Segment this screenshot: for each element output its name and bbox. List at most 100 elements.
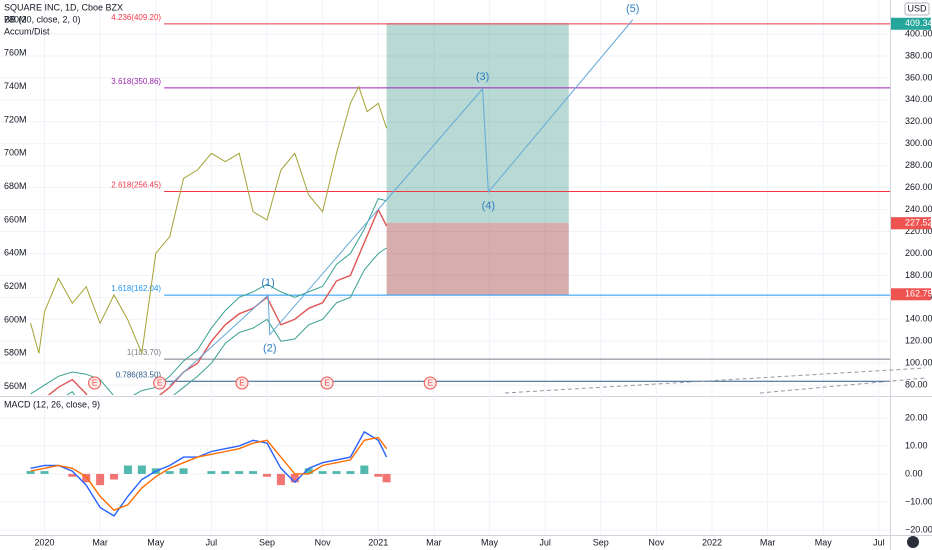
y-tick-label: 180.00: [905, 270, 932, 280]
price-tag-label: 227.52: [905, 218, 932, 228]
series-line: [66, 247, 387, 395]
y-tick-label: 300.00: [905, 138, 932, 148]
series-line: [30, 85, 388, 356]
macd-histogram-bar: [110, 473, 119, 480]
wave-label: (2): [263, 343, 276, 355]
y2-tick-label: 680M: [4, 181, 27, 191]
y2-tick-label: 780M: [4, 14, 27, 24]
earnings-label: E: [428, 379, 433, 388]
y-tick-label: −10.00: [905, 496, 932, 506]
y2-tick-label: 580M: [4, 348, 27, 358]
y2-tick-label: 700M: [4, 148, 27, 158]
y-tick-label: −20.00: [905, 524, 932, 534]
elliott-wave: [169, 19, 634, 386]
x-tick-label: May: [147, 537, 165, 547]
x-tick-label: May: [481, 537, 499, 547]
earnings-label: E: [239, 379, 244, 388]
series-line: [47, 207, 388, 395]
earnings-marker: [153, 376, 167, 390]
fib-label: 3.618(350.86): [111, 77, 161, 86]
y-tick-label: 220.00: [905, 226, 932, 236]
macd-histogram-bar: [82, 473, 91, 483]
ad-label: Accum/Dist: [4, 26, 50, 36]
y2-tick-label: 720M: [4, 114, 27, 124]
y2-tick-label: 560M: [4, 381, 27, 391]
macd-histogram-bar: [26, 471, 35, 474]
y-tick-label: 120.00: [905, 336, 932, 346]
price-tag: [891, 217, 931, 230]
macd-histogram-bar: [137, 465, 146, 474]
macd-histogram-bar: [221, 471, 230, 474]
x-tick-label: Jul: [206, 537, 218, 547]
currency-box: [904, 2, 930, 16]
earnings-label: E: [157, 379, 162, 388]
wave-label: (1): [261, 277, 274, 289]
earnings-label: E: [324, 379, 329, 388]
x-tick-label: Mar: [92, 537, 108, 547]
y-tick-label: 20.00: [905, 412, 928, 422]
macd-histogram-bar: [382, 473, 391, 483]
series-line: [30, 198, 387, 395]
macd-title: MACD (12, 26, close, 9): [4, 399, 100, 409]
y-tick-label: 380.00: [905, 50, 932, 60]
y-tick-label: 360.00: [905, 72, 932, 82]
macd-histogram-bar: [165, 471, 174, 474]
macd-histogram-bar: [207, 471, 216, 474]
earnings-marker: [88, 376, 102, 390]
earnings-marker: [320, 376, 334, 390]
macd-histogram-bar: [249, 471, 258, 474]
macd-histogram-bar: [179, 468, 188, 474]
earnings-marker: [235, 376, 249, 390]
x-tick-label: Sep: [259, 537, 275, 547]
x-tick-label: 2020: [34, 537, 54, 547]
y-tick-label: 140.00: [905, 314, 932, 324]
fib-label: 1.618(162.04): [111, 284, 161, 293]
macd-line: [30, 436, 388, 512]
position-target: [386, 23, 569, 223]
macd-histogram-bar: [360, 465, 369, 474]
x-tick-label: Mar: [426, 537, 442, 547]
trend-dashes: [504, 367, 926, 394]
fib-label: 4.236(409.20): [111, 13, 161, 22]
earnings-marker: [423, 376, 437, 390]
macd-histogram-bar: [96, 473, 105, 486]
fib-label: 1(103.70): [127, 348, 162, 357]
x-tick-label: Sep: [593, 537, 609, 547]
macd-histogram-bar: [318, 471, 327, 474]
y-tick-label: 400.00: [905, 28, 932, 38]
wave-label: (5): [626, 3, 639, 15]
y-tick-label: 260.00: [905, 182, 932, 192]
currency: USD: [907, 3, 927, 13]
wave-label: (3): [476, 71, 489, 83]
position-stop: [386, 222, 569, 296]
x-tick-label: 2021: [368, 537, 388, 547]
macd-histogram-bar: [290, 473, 299, 483]
x-tick-label: Jul: [539, 537, 551, 547]
y2-tick-label: 760M: [4, 48, 27, 58]
y-tick-label: 0.00: [905, 468, 923, 478]
macd-histogram-bar: [40, 471, 49, 474]
x-tick-label: Mar: [760, 537, 776, 547]
macd-histogram-bar: [68, 473, 77, 477]
y2-tick-label: 620M: [4, 281, 27, 291]
price-tag-label: 409.34: [905, 18, 932, 28]
x-tick-label: Nov: [648, 537, 665, 547]
chart-title: SQUARE INC, 1D, Cboe BZX: [4, 2, 123, 12]
y-tick-label: 100.00: [905, 358, 932, 368]
earnings-label: E: [92, 379, 97, 388]
bb-label: BB (20, close, 2, 0): [4, 14, 81, 24]
y-tick-label: 340.00: [905, 94, 932, 104]
y-tick-label: 280.00: [905, 160, 932, 170]
y-tick-label: 240.00: [905, 204, 932, 214]
macd-histogram-bar: [332, 471, 341, 474]
y-tick-label: 320.00: [905, 116, 932, 126]
macd-line: [30, 430, 388, 517]
y2-tick-label: 600M: [4, 314, 27, 324]
y-tick-label: 80.00: [905, 380, 928, 390]
y2-tick-label: 660M: [4, 214, 27, 224]
macd-histogram-bar: [346, 471, 355, 474]
macd-histogram-bar: [263, 473, 271, 477]
tv-logo: [907, 536, 919, 548]
price-tag: [891, 17, 931, 30]
